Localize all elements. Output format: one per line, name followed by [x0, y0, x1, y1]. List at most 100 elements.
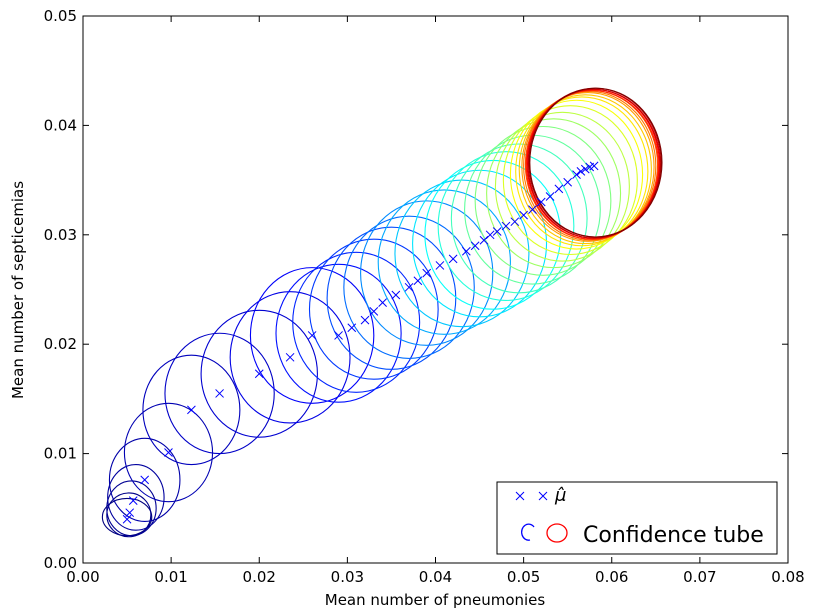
confidence-ellipse [518, 94, 652, 245]
x-tick-label: 0.06 [595, 568, 628, 586]
mu-hat-marker [254, 369, 264, 379]
confidence-ellipse [474, 125, 612, 276]
legend-tube-label: Confidence tube [583, 523, 764, 548]
confidence-ellipse [275, 263, 402, 403]
mu-hat-marker [378, 298, 387, 307]
x-tick-label: 0.00 [66, 568, 99, 586]
legend-blue-ellipse [521, 523, 535, 541]
legend: μ̂ Confidence tube [496, 481, 778, 555]
confidence-ellipse [412, 169, 548, 318]
x-tick-label: 0.08 [771, 568, 804, 586]
y-axis-ticks: 0.00 0.01 0.02 0.03 0.04 0.05 [44, 7, 788, 572]
mu-hat-marker [492, 227, 502, 236]
y-tick-label: 0.00 [44, 554, 77, 572]
mu-hat-marker [580, 164, 590, 174]
confidence-ellipse [394, 179, 530, 328]
confidence-ellipse [521, 92, 655, 242]
mu-hat-marker [589, 161, 599, 171]
mu-hat-marker [545, 192, 555, 201]
confidence-ellipse [494, 111, 630, 262]
y-tick-label: 0.01 [44, 445, 77, 463]
x-tick-label: 0.01 [154, 568, 187, 586]
confidence-ellipse [527, 88, 661, 239]
confidence-ellipse [249, 267, 375, 404]
mu-hat-marker [572, 170, 581, 179]
x-tick-label: 0.05 [507, 568, 540, 586]
mu-hat-marker [470, 241, 480, 251]
legend-tube-symbols [521, 523, 568, 543]
confidence-ellipse [437, 151, 575, 301]
confidence-ellipse [515, 96, 649, 247]
mu-hat-marker [435, 261, 445, 270]
confidence-ellipse [308, 238, 439, 380]
mu-hat-marker [215, 389, 224, 398]
mu-hat-marker [413, 276, 423, 286]
y-axis-label: Mean number of septicemias [9, 181, 27, 399]
mu-hat-marker [448, 254, 458, 264]
confidence-ellipse [377, 189, 511, 335]
mu-hat-marker [128, 496, 138, 505]
mu-hat-marker [347, 323, 357, 333]
y-tick-label: 0.05 [44, 7, 77, 25]
mu-hat-marker [307, 331, 317, 340]
confidence-tube-group [101, 87, 663, 538]
mu-hat-marker [334, 331, 343, 340]
confidence-ellipse [123, 402, 214, 503]
y-tick-label: 0.04 [44, 116, 77, 134]
confidence-ellipse [486, 118, 622, 269]
x-tick-label: 0.03 [331, 568, 364, 586]
mu-hat-marker-group [122, 161, 599, 524]
mu-hat-marker [461, 246, 471, 256]
x-tick-label: 0.04 [419, 568, 452, 586]
legend-mu-label: μ̂ [554, 485, 566, 506]
confidence-ellipse [525, 89, 660, 240]
mu-hat-marker [563, 177, 573, 187]
confidence-ellipse [229, 291, 351, 424]
mu-hat-marker [501, 221, 511, 231]
confidence-ellipse [450, 143, 588, 294]
mu-hat-marker [125, 508, 135, 518]
mu-hat-marker [140, 475, 150, 485]
confidence-ellipse [292, 251, 421, 393]
mu-hat-marker [164, 448, 173, 457]
confidence-ellipse [343, 215, 475, 359]
confidence-ellipse [523, 90, 657, 241]
mu-hat-marker [187, 405, 196, 415]
mu-hat-marker [122, 514, 132, 524]
x-axis-label: Mean number of pneumonies [325, 591, 546, 609]
mu-hat-marker [485, 230, 495, 240]
confidence-ellipse [106, 480, 157, 537]
x-tick-label: 0.02 [243, 568, 276, 586]
legend-box [496, 481, 778, 555]
mu-hat-marker [391, 290, 401, 300]
legend-marker-x-2 [538, 491, 548, 501]
x-axis-ticks: 0.00 0.01 0.02 0.03 0.04 0.05 0.06 0.07 0.08 [66, 16, 805, 586]
mu-hat-marker [536, 197, 546, 207]
y-tick-label: 0.02 [44, 335, 77, 353]
legend-mu-markers [515, 491, 548, 501]
y-tick-label: 0.03 [44, 226, 77, 244]
mu-hat-marker [510, 217, 520, 227]
confidence-ellipse [164, 332, 275, 455]
confidence-ellipse [360, 200, 494, 346]
x-tick-label: 0.07 [683, 568, 716, 586]
mu-hat-marker [369, 307, 379, 316]
confidence-ellipse [106, 492, 152, 538]
mu-hat-marker [528, 205, 537, 214]
confidence-ellipse [107, 463, 165, 531]
confidence-ellipse [529, 87, 663, 238]
mu-hat-marker [360, 315, 370, 325]
confidence-ellipse [200, 309, 318, 438]
mu-hat-marker [404, 282, 414, 292]
confidence-ellipse [326, 226, 457, 370]
legend-red-ellipse [546, 523, 568, 543]
confidence-ellipse [502, 105, 638, 256]
confidence-ellipse [108, 437, 181, 522]
mu-hat-marker [576, 166, 586, 176]
legend-marker-x-1 [515, 491, 525, 501]
confidence-ellipse [509, 99, 644, 250]
confidence-ellipse [142, 354, 241, 466]
mu-hat-marker [519, 210, 528, 220]
mu-hat-marker [285, 352, 295, 362]
